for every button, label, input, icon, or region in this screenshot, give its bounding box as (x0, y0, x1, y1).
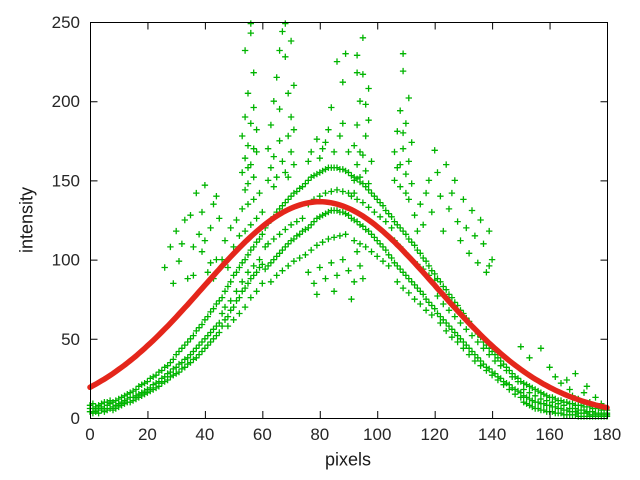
x-tick-label: 80 (310, 425, 329, 444)
x-tick-label: 140 (478, 425, 506, 444)
y-tick-label: 0 (71, 409, 80, 428)
x-tick-label: 20 (138, 425, 157, 444)
fit-curve (87, 199, 610, 411)
plot-border (90, 22, 608, 419)
y-tick-label: 150 (52, 171, 80, 190)
y-axis-label: intensity (16, 186, 37, 254)
x-tick-label: 0 (85, 425, 94, 444)
scatter-points (86, 20, 611, 420)
x-tick-label: 160 (535, 425, 563, 444)
axis-ticks (90, 22, 608, 419)
x-tick-label: 120 (420, 425, 448, 444)
x-tick-label: 180 (593, 425, 621, 444)
y-tick-label: 250 (52, 13, 80, 32)
x-tick-label: 60 (253, 425, 272, 444)
x-tick-label: 100 (363, 425, 391, 444)
y-tick-label: 200 (52, 92, 80, 111)
y-tick-label: 100 (52, 251, 80, 270)
y-tick-label: 50 (61, 330, 80, 349)
x-tick-label: 40 (195, 425, 214, 444)
x-axis-label: pixels (324, 449, 372, 470)
